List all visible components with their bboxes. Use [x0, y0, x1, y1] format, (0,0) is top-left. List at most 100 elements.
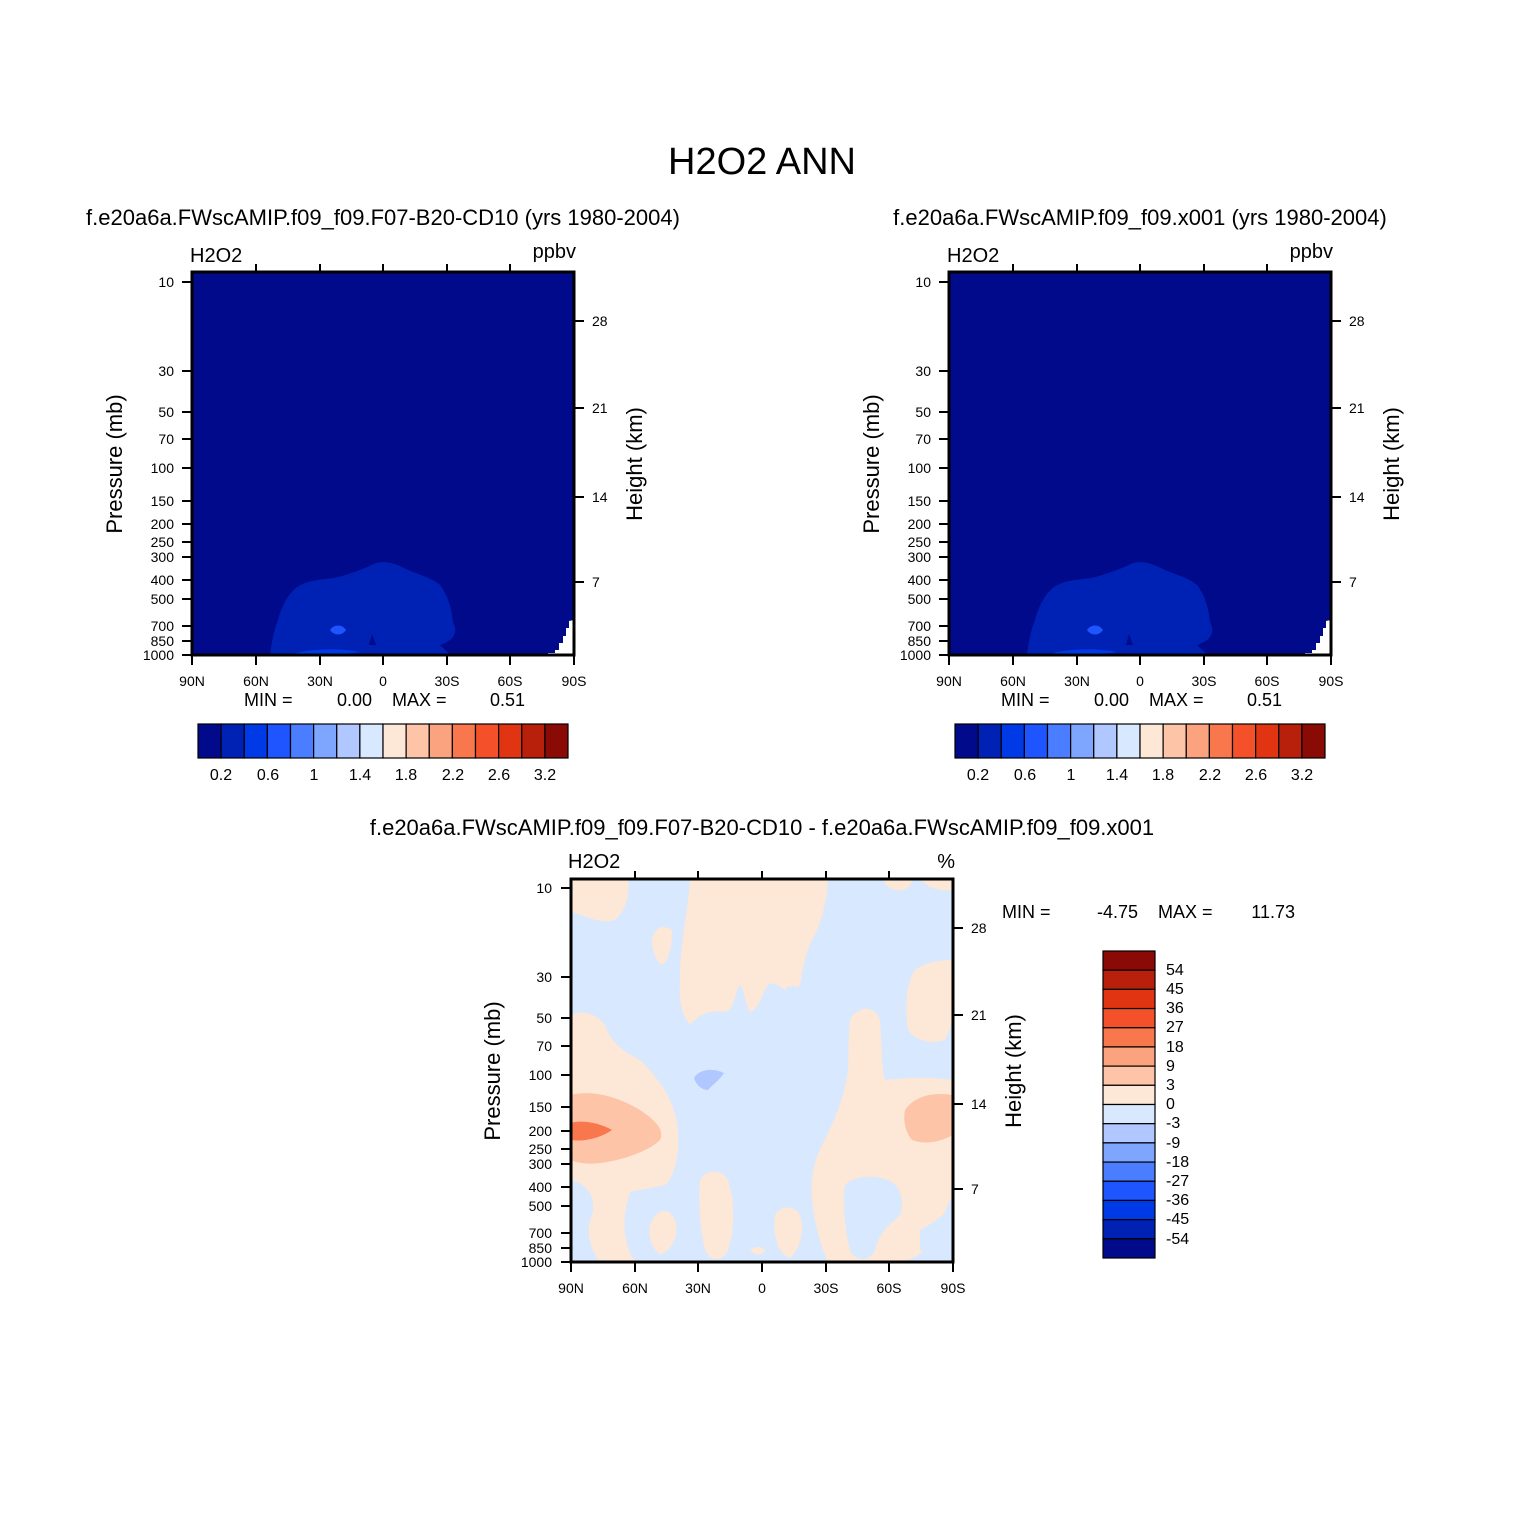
panel-2-variable: H2O2	[947, 245, 999, 267]
colorbar-swatch	[1208, 723, 1234, 759]
panel-3-x-ticks: 90N 60N 30N 0 30S 60S 90S	[558, 1280, 965, 1296]
colorbar-tick-label: 1	[310, 767, 319, 784]
colorbar-swatch	[451, 723, 477, 759]
colorbar-swatch	[1102, 1046, 1156, 1067]
y-tick-label: 10	[158, 274, 174, 290]
y-tick-label: 30	[158, 363, 174, 379]
colorbar-swatch	[266, 723, 292, 759]
y-tick-label: 300	[529, 1156, 553, 1172]
panel-2-colorbar-labels: 0.2 0.6 1 1.4 1.8 2.2 2.6 3.2	[967, 767, 1313, 784]
y-tick-label: 50	[158, 404, 174, 420]
colorbar-swatch	[1162, 723, 1187, 759]
x-tick-label: 90S	[562, 673, 587, 689]
colorbar-swatch	[1102, 1219, 1156, 1240]
y-tick-label: 250	[529, 1141, 553, 1157]
panel-1-tick-marks	[182, 264, 584, 665]
panel-3-colorbar	[1102, 950, 1156, 1259]
panel-3-y-ticks: 10 30 50 70 100 150 200 250 300 400 500 …	[521, 880, 552, 1270]
colorbar-swatch	[1102, 1007, 1156, 1029]
y-tick-label: 250	[908, 534, 932, 550]
y-tick-label: 200	[908, 516, 932, 532]
y-tick-label: 10	[915, 274, 931, 290]
panel-1-ylabel: Pressure (mb)	[102, 394, 127, 533]
panel-2-ylabel: Pressure (mb)	[859, 394, 884, 533]
x-tick-label: 90S	[941, 1280, 966, 1296]
colorbar-swatch	[1102, 969, 1156, 990]
panel-2-max-label: MAX =	[1149, 690, 1204, 710]
x-tick-label: 30N	[307, 673, 333, 689]
panel-1-plot-area	[192, 272, 574, 655]
colorbar-swatch	[521, 723, 546, 759]
y-tick-label: 200	[151, 516, 175, 532]
y-tick-label: 400	[151, 572, 175, 588]
colorbar-tick-label: 1	[1067, 767, 1076, 784]
panel-2-height-ticks: 28 21 14 7	[1349, 313, 1365, 590]
x-tick-label: 0	[379, 673, 387, 689]
panel-3-tick-marks	[561, 871, 963, 1272]
panel-2-units: ppbv	[1290, 241, 1333, 263]
panel-1-y-ticks: 10 30 50 70 100 150 200 250 300 400 500 …	[143, 274, 174, 663]
panel-2-x-ticks: 90N 60N 30N 0 30S 60S 90S	[936, 673, 1343, 689]
height-tick-label: 7	[592, 574, 600, 590]
colorbar-tick-label: 1.4	[349, 767, 371, 784]
panel-1-max-label: MAX =	[392, 690, 447, 710]
panel-1-title: f.e20a6a.FWscAMIP.f09_f09.F07-B20-CD10 (…	[86, 205, 680, 230]
colorbar-tick-label: 2.2	[442, 767, 464, 784]
y-tick-label: 70	[536, 1038, 552, 1054]
colorbar-tick-label: 2.6	[1245, 767, 1267, 784]
x-tick-label: 30N	[685, 1280, 711, 1296]
y-tick-label: 70	[915, 431, 931, 447]
y-tick-label: 1000	[521, 1254, 552, 1270]
y-tick-label: 500	[151, 591, 175, 607]
y-tick-label: 100	[151, 460, 175, 476]
colorbar-tick-label: 54	[1166, 962, 1184, 979]
x-tick-label: 90S	[1319, 673, 1344, 689]
colorbar-tick-label: 0.6	[1014, 767, 1036, 784]
panel-1-min-value: 0.00	[337, 690, 372, 710]
panel-1-variable: H2O2	[190, 245, 242, 267]
panel-2-title: f.e20a6a.FWscAMIP.f09_f09.x001 (yrs 1980…	[893, 205, 1387, 230]
x-tick-label: 90N	[179, 673, 205, 689]
colorbar-tick-label: 2.6	[488, 767, 510, 784]
colorbar-swatch	[1070, 723, 1095, 759]
colorbar-tick-label: -54	[1166, 1231, 1189, 1248]
colorbar-swatch	[1093, 723, 1118, 759]
x-tick-label: 60N	[1000, 673, 1026, 689]
y-tick-label: 1000	[143, 647, 174, 663]
y-tick-label: 850	[151, 633, 175, 649]
colorbar-tick-label: 0.2	[210, 767, 232, 784]
panel-3-min-value: -4.75	[1097, 902, 1138, 922]
height-tick-label: 21	[592, 400, 608, 416]
y-tick-label: 150	[529, 1099, 553, 1115]
panel-2-min-value: 0.00	[1094, 690, 1129, 710]
x-tick-label: 60S	[498, 673, 523, 689]
panel-2-colorbar	[954, 723, 1326, 759]
y-tick-label: 1000	[900, 647, 931, 663]
y-tick-label: 300	[151, 549, 175, 565]
colorbar-swatch	[1278, 723, 1303, 759]
colorbar-swatch	[1301, 723, 1326, 759]
y-tick-label: 500	[529, 1198, 553, 1214]
colorbar-swatch	[428, 723, 453, 759]
colorbar-swatch	[1102, 1103, 1156, 1125]
y-tick-label: 700	[151, 618, 175, 634]
x-tick-label: 30S	[435, 673, 460, 689]
y-tick-label: 400	[529, 1179, 553, 1195]
height-tick-label: 7	[1349, 574, 1357, 590]
height-tick-label: 14	[1349, 489, 1365, 505]
colorbar-swatch	[1102, 1084, 1156, 1106]
x-tick-label: 90N	[936, 673, 962, 689]
panel-1-ylabel-right: Height (km)	[622, 407, 647, 521]
height-tick-label: 14	[971, 1096, 987, 1112]
colorbar-swatch	[313, 723, 338, 759]
panel-1-colorbar	[197, 723, 569, 759]
colorbar-swatch	[336, 723, 361, 759]
colorbar-tick-label: -27	[1166, 1173, 1189, 1190]
y-tick-label: 700	[908, 618, 932, 634]
panel-2: f.e20a6a.FWscAMIP.f09_f09.x001 (yrs 1980…	[859, 205, 1404, 784]
colorbar-swatch	[1102, 1142, 1156, 1163]
colorbar-tick-label: 18	[1166, 1039, 1184, 1056]
colorbar-swatch	[544, 723, 569, 759]
colorbar-tick-label: -45	[1166, 1211, 1189, 1228]
x-tick-label: 0	[758, 1280, 766, 1296]
